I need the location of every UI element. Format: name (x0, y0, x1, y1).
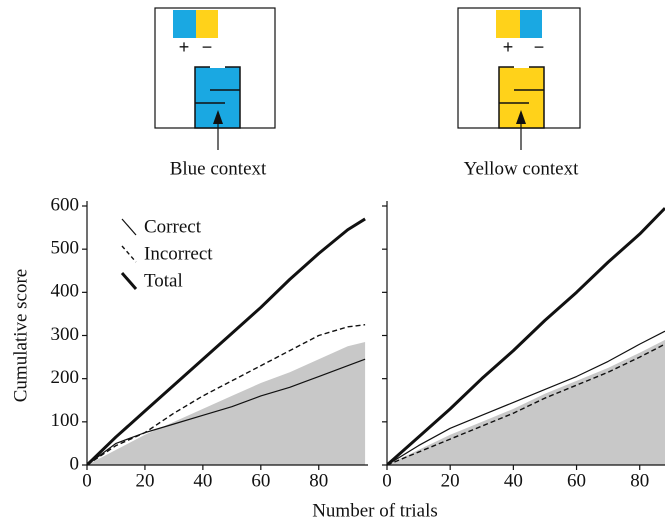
x-tick-label: 60 (251, 470, 270, 491)
legend-icon (122, 246, 136, 262)
y-tick-label: 200 (51, 367, 80, 388)
context-label: Yellow context (464, 158, 579, 179)
plot-area (87, 219, 365, 465)
area (387, 340, 665, 465)
minus-sign: − (534, 37, 545, 57)
x-tick-label: 20 (441, 470, 460, 491)
plus-sign: + (179, 37, 190, 57)
yellow-context-diagram: + − Yellow context (458, 8, 580, 179)
legend-icon (122, 273, 136, 289)
x-tick-label: 80 (309, 470, 328, 491)
context-label: Blue context (170, 158, 267, 179)
figure: + − Blue context + − Yellow context Numb… (0, 0, 665, 529)
y-tick-label: 400 (51, 281, 80, 302)
blue-context-diagram: + − Blue context (155, 8, 275, 179)
legend-label: Incorrect (144, 243, 213, 264)
area (87, 342, 365, 465)
legend-label: Correct (144, 216, 202, 237)
legend-icon (122, 219, 136, 235)
plot-area (387, 208, 665, 465)
y-axis-label: Cumulative score (10, 269, 31, 403)
y-tick-label: 100 (51, 410, 80, 431)
x-tick-label: 80 (630, 470, 649, 491)
y-tick-label: 300 (51, 324, 80, 345)
x-axis-label: Number of trials (312, 500, 438, 521)
minus-sign: − (202, 37, 213, 57)
x-tick-label: 60 (567, 470, 586, 491)
x-tick-label: 0 (82, 470, 92, 491)
x-tick-label: 40 (193, 470, 212, 491)
plus-sign: + (503, 37, 514, 57)
x-tick-label: 0 (382, 470, 392, 491)
x-tick-label: 40 (504, 470, 523, 491)
y-tick-label: 600 (51, 194, 80, 215)
y-tick-label: 500 (51, 238, 80, 259)
legend-label: Total (144, 270, 183, 291)
x-tick-label: 20 (135, 470, 154, 491)
y-tick-label: 0 (70, 453, 80, 474)
